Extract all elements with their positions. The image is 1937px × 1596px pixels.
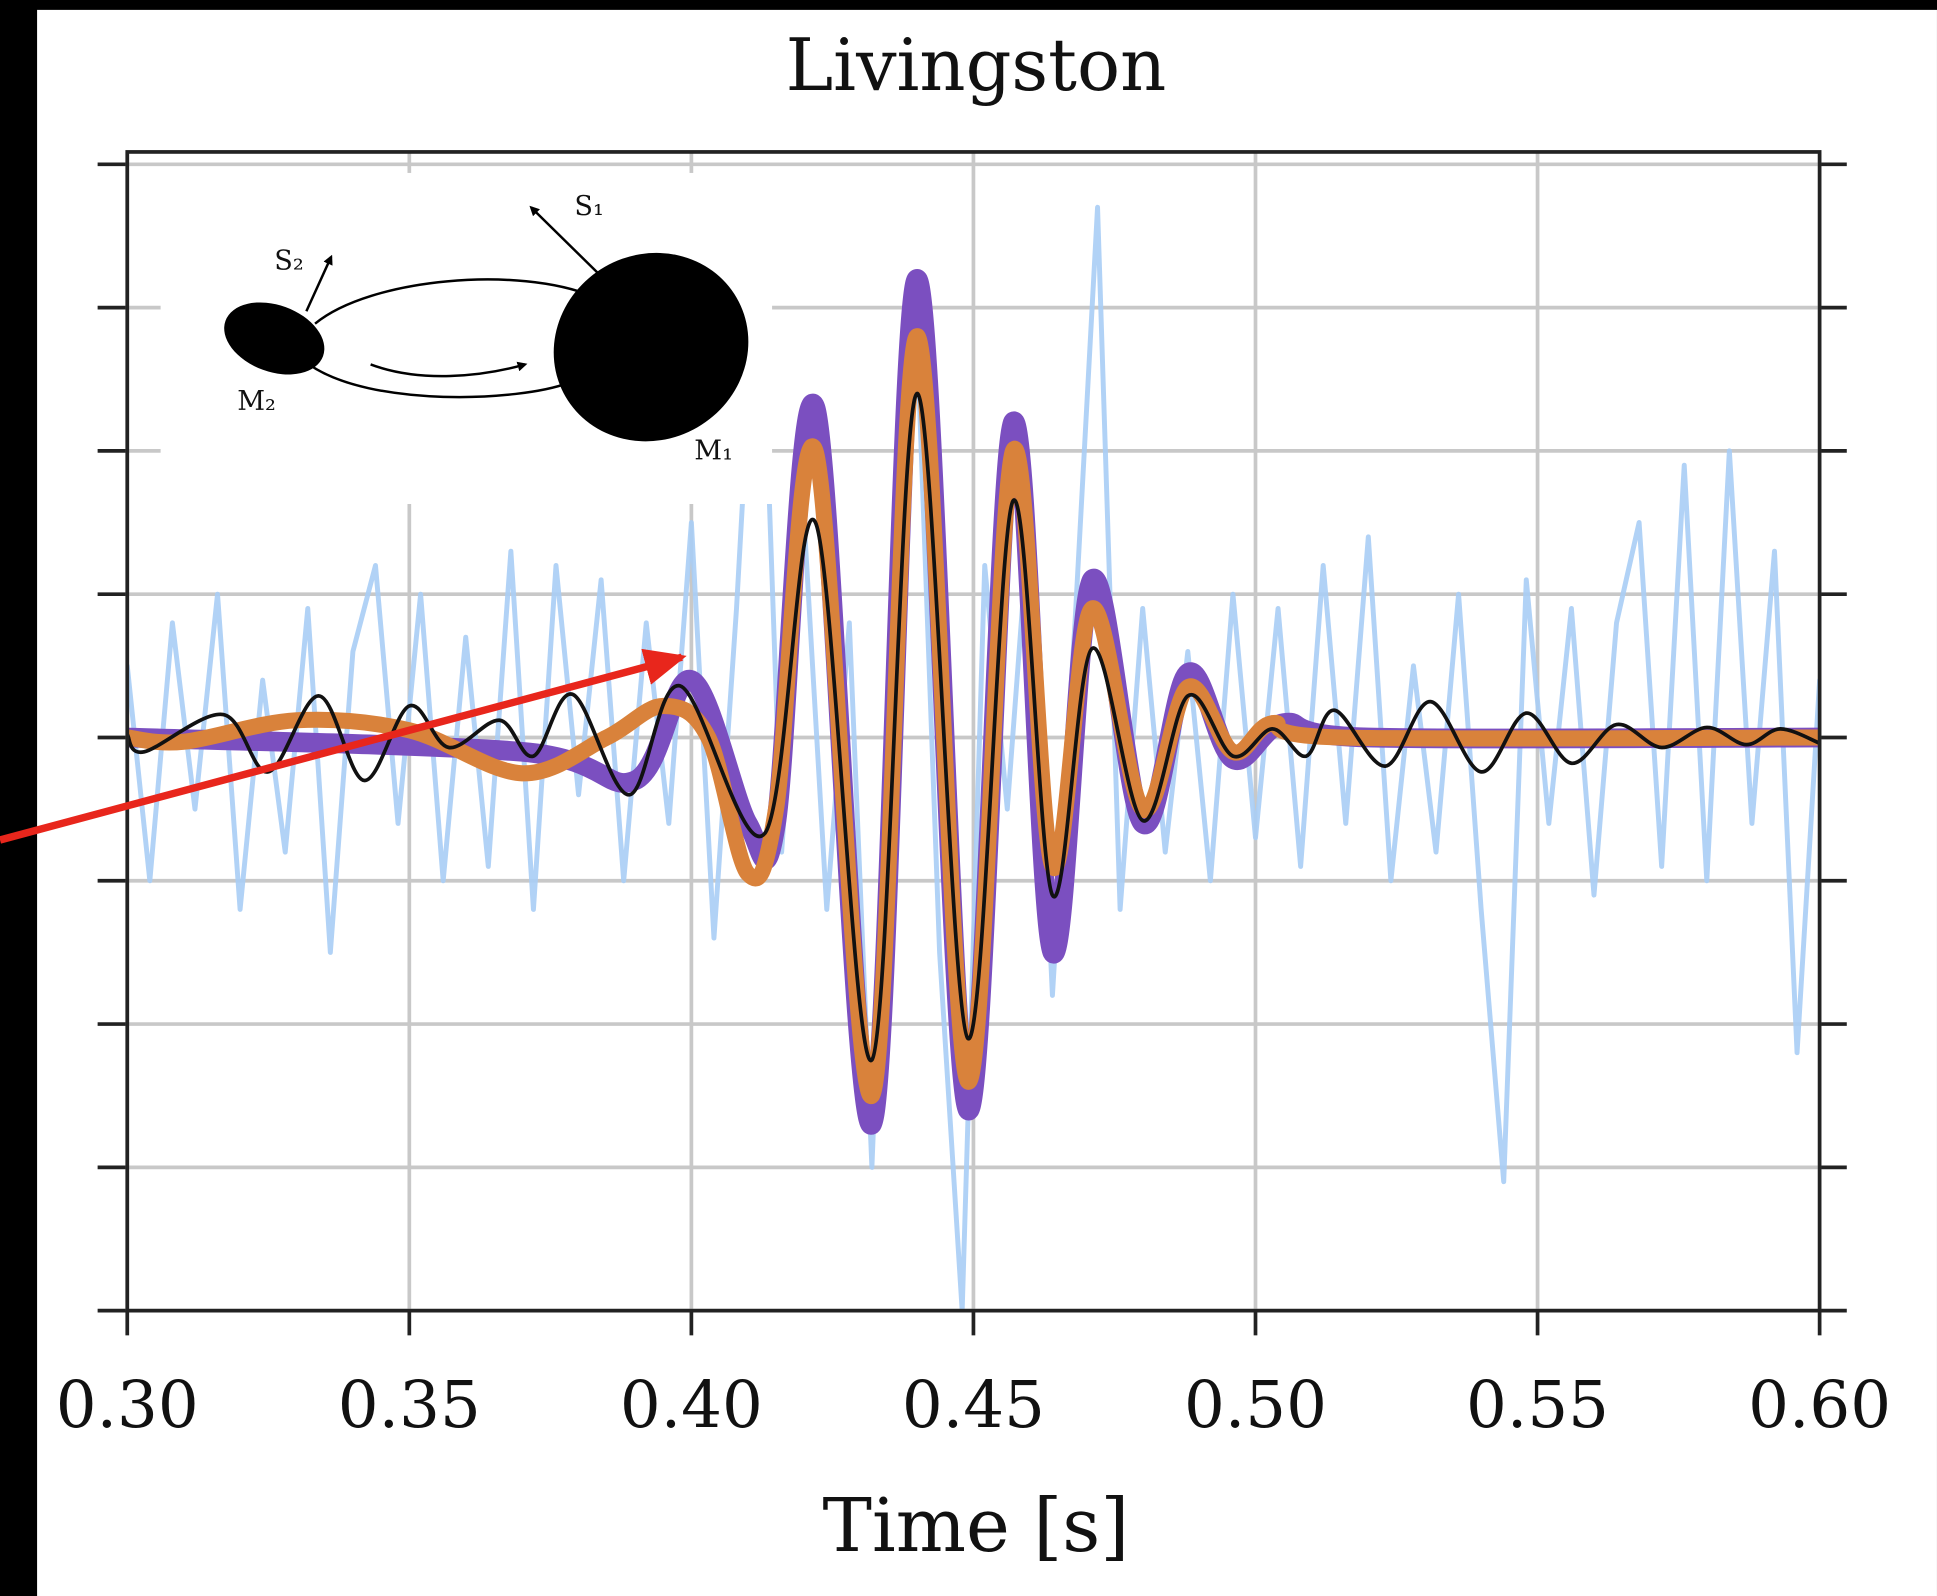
orbit (314, 278, 594, 325)
plot-area (127, 204, 1820, 1311)
series-line (127, 391, 1820, 1062)
mass-2 (224, 302, 325, 375)
orbit-arrow (370, 361, 528, 378)
x-tick-label: 0.55 (1466, 1368, 1609, 1443)
pointer-arrow (0, 648, 687, 844)
series-line (127, 328, 1820, 1104)
inset-label: S₁ (574, 191, 604, 222)
orbit (308, 363, 569, 399)
x-tick-label: 0.60 (1748, 1368, 1891, 1443)
x-tick-label: 0.40 (620, 1368, 763, 1443)
chart-title: Livingston (786, 24, 1167, 107)
x-tick-label: 0.30 (56, 1368, 199, 1443)
inset-label: M₂ (237, 386, 276, 417)
x-tick-label: 0.45 (902, 1368, 1045, 1443)
x-tick-label: 0.35 (338, 1368, 481, 1443)
inset-label: M₁ (694, 436, 733, 467)
x-axis-label: Time [s] (823, 1483, 1130, 1569)
inset: S₁ S₂ M₂ M₁ (160, 172, 773, 505)
x-tick-label: 0.50 (1184, 1368, 1327, 1443)
plot-frame (125, 150, 1822, 1313)
spin-2 (305, 254, 333, 312)
spin-1 (529, 205, 601, 276)
series-line (127, 204, 1820, 1311)
mass-1 (553, 252, 749, 442)
inset-label: S₂ (274, 245, 304, 276)
